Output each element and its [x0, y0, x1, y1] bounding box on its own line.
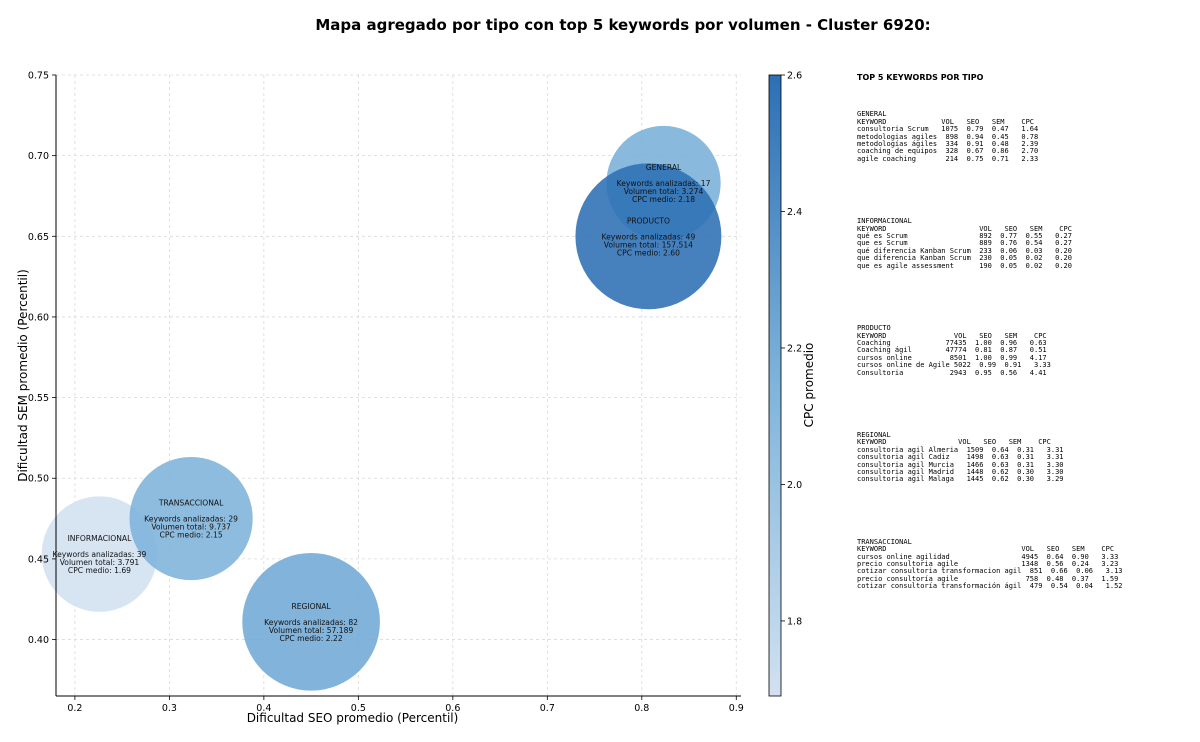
- keyword-groups: GENERAL KEYWORD VOL SEO SEM CPC consultori…: [857, 110, 1197, 591]
- bubble-type-label: GENERAL: [646, 163, 682, 172]
- x-axis-label: Dificultad SEO promedio (Percentil): [247, 711, 459, 725]
- bubble-cpc-label: CPC medio: 2.15: [160, 531, 223, 540]
- y-tick-label: 0.75: [28, 71, 49, 82]
- bubble-keywords-label: Keywords analizadas: 82: [264, 618, 358, 627]
- keyword-row: que es agile assessment 190 0.05 0.02 0.…: [857, 261, 1072, 270]
- keyword-group-general: GENERAL KEYWORD VOL SEO SEM CPC consultori…: [857, 110, 1197, 163]
- bubble-keywords-label: Keywords analizadas: 49: [601, 232, 695, 241]
- keyword-row: que diferencia Kanban Scrum 230 0.05 0.0…: [857, 254, 1072, 263]
- colorbar-tick-label: 1.8: [787, 616, 802, 627]
- bubble-cpc-label: CPC medio: 2.18: [632, 195, 695, 204]
- keyword-row: cotizar consultoría transformación ágil …: [857, 582, 1123, 591]
- x-tick-label: 0.6: [445, 703, 460, 714]
- keyword-row: agile coaching 214 0.75 0.71 2.33: [857, 154, 1039, 163]
- y-tick-label: 0.55: [28, 393, 49, 404]
- keyword-row: qué diferencia Kanban Scrum 233 0.06 0.0…: [857, 246, 1072, 255]
- bubble-type-label: TRANSACCIONAL: [158, 499, 224, 508]
- keyword-row: precio consultoria agile 1348 0.56 0.24 …: [857, 560, 1119, 568]
- x-tick-label: 0.8: [634, 703, 649, 714]
- bubble-volume-label: Volumen total: 9.737: [151, 523, 231, 532]
- colorbar: 1.8 2.0 2.2 2.4 2.6 CPC promedio: [768, 71, 816, 697]
- keyword-row: cursos online 8501 1.00 0.99 4.17: [857, 353, 1047, 362]
- bubble-cpc-label: CPC medio: 2.60: [617, 248, 680, 257]
- keyword-row: qué es Scrum 892 0.77 0.55 0.27: [857, 232, 1072, 241]
- keyword-row: consultoria agil Murcia 1466 0.63 0.31 3…: [857, 460, 1064, 469]
- keyword-row: consultoria agil Almeria 1509 0.64 0.31 …: [857, 445, 1064, 454]
- keyword-group-informacional: INFORMACIONAL KEYWORD VOL SEO SEM CPC qué …: [857, 217, 1197, 270]
- panel-heading: TOP 5 KEYWORDS POR TIPO: [857, 73, 984, 82]
- keyword-row: coaching de equipos 328 0.67 0.86 2.70: [857, 147, 1039, 156]
- keyword-row: cursos online de Agile 5022 0.99 0.91 3.…: [857, 361, 1051, 370]
- x-tick-label: 0.7: [540, 703, 555, 714]
- y-axis-label: Dificultad SEM promedio (Percentil): [16, 269, 30, 482]
- keyword-row: que es Scrum 889 0.76 0.54 0.27: [857, 239, 1072, 248]
- keyword-group-producto: PRODUCTO KEYWORD VOL SEO SEM CPC Coaching …: [857, 324, 1197, 377]
- bubble-informacional: [41, 496, 158, 612]
- group-name: REGIONAL: [857, 430, 891, 439]
- bubble-volume-label: Volumen total: 3.791: [60, 558, 140, 567]
- keyword-row: precio consultoría agile 758 0.48 0.37 1…: [857, 574, 1119, 583]
- colorbar-tick-label: 2.6: [787, 71, 802, 82]
- group-column-header: KEYWORD VOL SEO SEM CPC: [857, 224, 1072, 233]
- keyword-group-regional: REGIONAL KEYWORD VOL SEO SEM CPC consultor…: [857, 430, 1197, 484]
- axes: 0.2 0.3 0.4 0.5 0.6 0.7 0.8 0.9 0.40 0.45 0.50 0.55…: [16, 71, 744, 726]
- y-tick-label: 0.50: [28, 474, 49, 485]
- y-tick-label: 0.70: [28, 151, 49, 162]
- keyword-row: Consultoria 2943 0.95 0.56 4.41: [857, 368, 1047, 377]
- x-tick-label: 0.9: [729, 703, 744, 714]
- group-name: TRANSACCIONAL: [857, 537, 912, 546]
- keyword-group-transaccional: TRANSACCIONAL KEYWORD VOL SEO SEM CPC curs…: [857, 537, 1197, 591]
- keyword-row: Coaching 77435 1.00 0.96 0.63: [857, 338, 1047, 347]
- keyword-row: consultoria Scrum 1075 0.79 0.47 1.64: [857, 125, 1039, 134]
- top-keywords-panel: TOP 5 KEYWORDS POR TIPO GENERAL KEYWORD V…: [857, 73, 1197, 591]
- x-tick-label: 0.5: [351, 703, 366, 714]
- keyword-row: consultoria agil Malaga 1445 0.62 0.30 3…: [857, 475, 1064, 484]
- group-column-header: KEYWORD VOL SEO SEM CPC: [857, 331, 1047, 340]
- group-column-header: KEYWORD VOL SEO SEM CPC: [857, 545, 1115, 554]
- bubble-type-label: REGIONAL: [291, 602, 331, 611]
- group-name: GENERAL: [857, 110, 887, 119]
- x-tick-label: 0.4: [256, 703, 271, 714]
- bubble-volume-label: Volumen total: 3.274: [624, 187, 704, 196]
- bubble-type-label: INFORMACIONAL: [68, 534, 133, 543]
- chart-title: Mapa agregado por tipo con top 5 keyword…: [315, 16, 931, 34]
- bubble-volume-label: Volumen total: 57.189: [269, 626, 354, 635]
- bubble-cpc-label: CPC medio: 2.22: [280, 634, 343, 643]
- y-tick-label: 0.45: [28, 554, 49, 565]
- bubble-regional: [242, 552, 380, 691]
- bubble-keywords-label: Keywords analizadas: 39: [53, 550, 147, 559]
- keyword-row: cursos online agilidad 4945 0.64 0.90 3.…: [857, 552, 1119, 561]
- colorbar-gradient: [768, 74, 782, 697]
- colorbar-tick-label: 2.0: [787, 480, 802, 491]
- bubble-producto: [575, 163, 722, 310]
- keyword-row: metodologías ágiles 334 0.91 0.48 2.39: [857, 140, 1039, 149]
- bubble-keywords-label: Keywords analizadas: 17: [617, 179, 711, 188]
- bubble-type-label: PRODUCTO: [627, 216, 670, 225]
- bubble-cpc-label: CPC medio: 1.69: [68, 566, 131, 575]
- group-name: PRODUCTO: [857, 324, 891, 333]
- colorbar-label: CPC promedio: [802, 343, 816, 428]
- keyword-row: Coaching ágil 47774 0.81 0.87 0.51: [857, 346, 1047, 355]
- keyword-row: consultoria agil Cadiz 1498 0.63 0.31 3.…: [857, 453, 1064, 462]
- y-tick-label: 0.40: [28, 635, 49, 646]
- bubble-keywords-label: Keywords analizadas: 29: [144, 515, 238, 524]
- colorbar-tick-label: 2.4: [787, 207, 802, 218]
- y-tick-label: 0.65: [28, 232, 49, 243]
- colorbar-tick-label: 2.2: [787, 343, 802, 354]
- group-column-header: KEYWORD VOL SEO SEM CPC: [857, 438, 1051, 447]
- x-tick-label: 0.3: [162, 703, 177, 714]
- y-tick-label: 0.60: [28, 312, 49, 323]
- keyword-row: cotizar consultoria transformacion agil …: [857, 567, 1123, 576]
- group-name: INFORMACIONAL: [857, 217, 912, 226]
- x-tick-label: 0.2: [67, 703, 82, 714]
- bubble-volume-label: Volumen total: 157.514: [604, 240, 693, 249]
- bubble-transaccional: [129, 456, 253, 581]
- keyword-row: consultoria agil Madrid 1448 0.62 0.30 3…: [857, 467, 1064, 476]
- keyword-row: metodologias agiles 898 0.94 0.45 0.78: [857, 132, 1039, 141]
- group-column-header: KEYWORD VOL SEO SEM CPC: [857, 117, 1035, 126]
